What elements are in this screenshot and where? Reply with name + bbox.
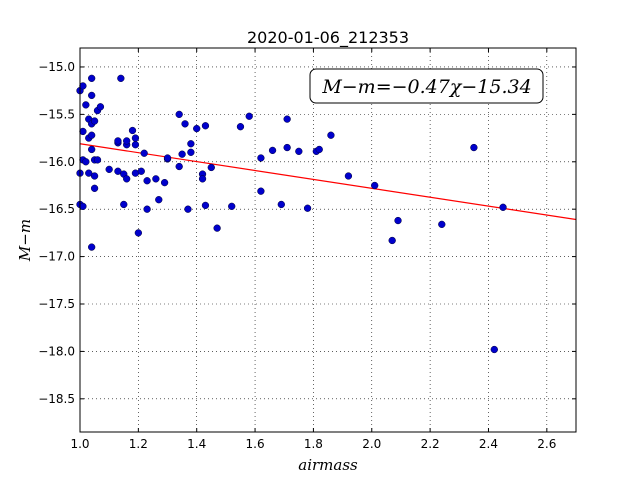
data-point bbox=[82, 101, 90, 109]
data-point bbox=[198, 175, 207, 183]
x-tick-label: 2.0 bbox=[362, 437, 381, 451]
fit-line-group bbox=[79, 143, 577, 221]
x-tick-label: 1.8 bbox=[304, 437, 323, 451]
data-point bbox=[187, 148, 195, 156]
data-point bbox=[470, 143, 478, 152]
data-point bbox=[88, 91, 96, 100]
data-point bbox=[79, 127, 87, 136]
data-point bbox=[315, 145, 323, 154]
data-point bbox=[143, 177, 151, 185]
data-point bbox=[295, 147, 303, 155]
x-tick-label: 1.6 bbox=[246, 437, 265, 451]
data-point bbox=[201, 201, 210, 210]
data-point bbox=[88, 131, 96, 139]
data-point bbox=[96, 103, 105, 111]
data-point bbox=[257, 187, 265, 195]
data-point bbox=[303, 204, 312, 212]
data-point bbox=[79, 82, 87, 90]
chart-title: 2020-01-06_212353 bbox=[247, 28, 409, 48]
data-point bbox=[85, 169, 93, 177]
data-point bbox=[131, 141, 140, 149]
data-point bbox=[245, 112, 253, 120]
data-point bbox=[178, 150, 186, 158]
data-point bbox=[207, 163, 215, 172]
data-point bbox=[128, 126, 137, 135]
data-point bbox=[283, 115, 291, 123]
plot-area bbox=[80, 48, 576, 432]
fit-line bbox=[79, 143, 577, 221]
data-point bbox=[90, 172, 99, 180]
data-point bbox=[117, 74, 125, 82]
data-point bbox=[93, 156, 102, 164]
plot-frame bbox=[79, 47, 577, 433]
data-point bbox=[120, 200, 128, 209]
data-point bbox=[283, 143, 291, 152]
data-point bbox=[187, 140, 195, 148]
data-point bbox=[88, 145, 96, 154]
data-point bbox=[175, 162, 183, 171]
data-point bbox=[82, 158, 90, 166]
x-tick-label: 1.4 bbox=[187, 437, 206, 451]
y-tick-label: −18.0 bbox=[38, 344, 75, 358]
data-point bbox=[268, 146, 277, 155]
data-point bbox=[213, 224, 221, 232]
y-tick-label: −16.0 bbox=[38, 155, 75, 169]
data-point bbox=[143, 205, 151, 213]
y-axis-label: M−m bbox=[16, 219, 34, 262]
data-point bbox=[90, 184, 99, 192]
y-tick-label: −15.5 bbox=[38, 107, 75, 121]
fit-equation-annotation: M−m=−0.47χ−15.34 bbox=[321, 76, 531, 98]
x-tick-label: 1.2 bbox=[129, 437, 148, 451]
data-point bbox=[123, 137, 131, 145]
data-point bbox=[394, 216, 402, 225]
data-point bbox=[131, 134, 140, 142]
y-tick-label: −18.5 bbox=[38, 392, 75, 406]
data-point bbox=[123, 175, 131, 183]
data-point bbox=[88, 74, 96, 82]
data-point bbox=[257, 154, 265, 162]
data-point bbox=[155, 196, 163, 204]
data-point bbox=[327, 131, 335, 139]
data-point bbox=[371, 181, 379, 190]
y-tick-label: −17.5 bbox=[38, 297, 75, 311]
data-point bbox=[105, 165, 113, 174]
data-point bbox=[88, 243, 96, 251]
data-point bbox=[193, 124, 201, 133]
data-point bbox=[228, 202, 236, 210]
data-point bbox=[236, 123, 245, 131]
tick-labels: 1.0 1.2 1.4 1.6 1.8 2.0 2.2 2.4 2.6 −15.0 −15.5 −16… bbox=[38, 60, 556, 451]
x-tick-label: 2.4 bbox=[479, 437, 498, 451]
data-point bbox=[490, 345, 498, 354]
x-tick-label: 2.6 bbox=[537, 437, 556, 451]
data-point bbox=[114, 167, 122, 175]
x-axis-label: airmass bbox=[298, 456, 358, 474]
data-points bbox=[76, 74, 507, 354]
grid bbox=[80, 48, 576, 432]
data-point bbox=[201, 122, 210, 130]
data-point bbox=[137, 167, 145, 175]
data-point bbox=[160, 178, 169, 187]
data-point bbox=[163, 154, 172, 162]
y-tick-label: −15.0 bbox=[38, 60, 75, 74]
data-point bbox=[181, 120, 189, 128]
data-point bbox=[134, 229, 143, 237]
data-point bbox=[277, 200, 285, 209]
y-tick-label: −17.0 bbox=[38, 250, 75, 264]
data-point bbox=[184, 205, 192, 213]
data-point bbox=[114, 137, 122, 145]
x-tick-label: 1.0 bbox=[70, 437, 89, 451]
data-point bbox=[79, 202, 87, 210]
data-point bbox=[175, 110, 183, 119]
data-point bbox=[90, 117, 99, 125]
data-point bbox=[438, 220, 446, 229]
x-tick-label: 2.2 bbox=[421, 437, 440, 451]
data-point bbox=[344, 172, 353, 180]
data-point bbox=[499, 203, 507, 211]
data-point bbox=[152, 175, 160, 183]
annotation-box bbox=[309, 68, 544, 104]
data-point bbox=[140, 149, 148, 157]
data-point bbox=[388, 236, 396, 245]
y-tick-label: −16.5 bbox=[38, 202, 75, 216]
